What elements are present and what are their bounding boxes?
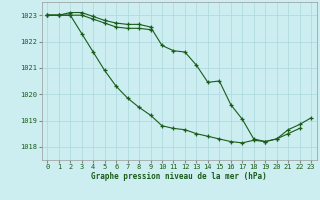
X-axis label: Graphe pression niveau de la mer (hPa): Graphe pression niveau de la mer (hPa) <box>91 172 267 181</box>
